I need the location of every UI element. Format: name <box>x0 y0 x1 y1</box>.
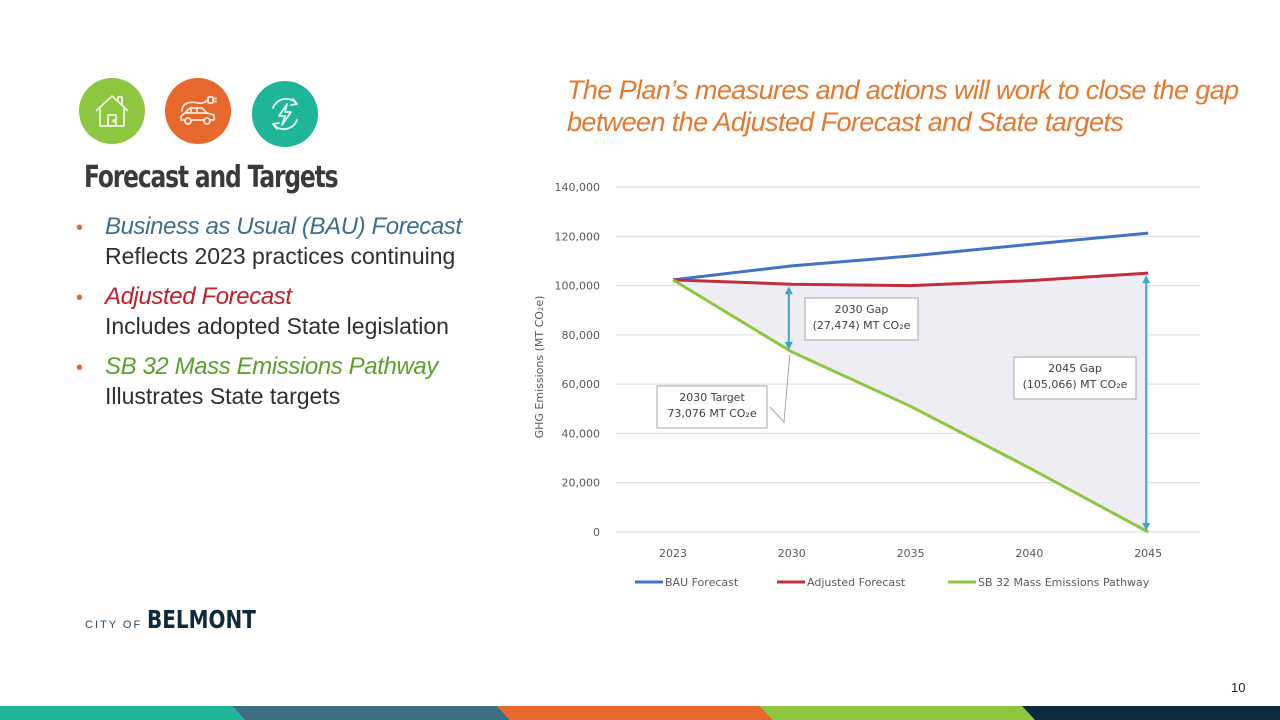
x-tick-label: 2030 <box>778 547 806 560</box>
y-tick-label: 20,000 <box>562 477 601 490</box>
series-line-0 <box>672 231 1149 282</box>
annotation-box <box>804 297 919 341</box>
bullet-dot: • <box>76 357 84 379</box>
series-line-1 <box>672 271 1149 288</box>
bullet-sb32: • SB 32 Mass Emissions Pathway Illustrat… <box>76 352 526 410</box>
y-tick-label: 140,000 <box>555 181 601 194</box>
footer-segment <box>0 706 245 720</box>
series-lines <box>672 231 1149 534</box>
bullet-dot: • <box>76 287 84 309</box>
x-tick-label: 2023 <box>659 547 687 560</box>
x-tick-label: 2035 <box>897 547 925 560</box>
gap-arrow-2045 <box>1142 275 1151 531</box>
legend-item: BAU Forecast <box>635 576 739 589</box>
annotation-gap-2030: 2030 Gap (27,474) MT CO₂e <box>804 297 919 341</box>
bullet-heading: Business as Usual (BAU) Forecast <box>105 213 462 240</box>
annotation-leader <box>769 354 791 424</box>
bullet-description: Illustrates State targets <box>105 383 341 409</box>
annotation-box <box>1013 356 1137 400</box>
annotation-line-2: (27,474) MT CO₂e <box>813 319 911 332</box>
gap-arrow-2030 <box>784 286 793 350</box>
annotation-line-2: 73,076 MT CO₂e <box>667 407 756 420</box>
annotation-line-2: (105,066) MT CO₂e <box>1023 378 1128 391</box>
annotation-gap-2045: 2045 Gap (105,066) MT CO₂e <box>1013 356 1137 400</box>
arrow-head <box>784 341 793 350</box>
bullet-description: Reflects 2023 practices continuing <box>105 243 456 269</box>
y-tick-label: 40,000 <box>562 427 601 440</box>
bullet-heading: Adjusted Forecast <box>105 283 292 310</box>
legend-item: Adjusted Forecast <box>777 576 906 589</box>
arrow-head <box>784 286 793 295</box>
city-logo: CITY OF BELMONT <box>85 605 283 634</box>
annotation-target-2030: 2030 Target 73,076 MT CO₂e <box>656 385 768 429</box>
annotation-box <box>656 385 768 429</box>
y-tick-label: 0 <box>593 526 600 539</box>
footer-segment <box>497 706 773 720</box>
bullet-adjusted: • Adjusted Forecast Includes adopted Sta… <box>76 282 526 340</box>
footer-segment <box>232 706 510 720</box>
bullet-list: • Business as Usual (BAU) Forecast Refle… <box>76 212 526 422</box>
electric-car-icon <box>165 78 231 144</box>
y-axis-label: GHG Emissions (MT CO₂e) <box>533 296 546 439</box>
x-tick-labels: 2023 2030 2035 2040 2045 <box>659 547 1162 560</box>
bullet-description: Includes adopted State legislation <box>105 313 449 339</box>
page-number: 10 <box>1231 680 1246 695</box>
logo-name: BELMONT <box>147 605 257 634</box>
legend-label: SB 32 Mass Emissions Pathway <box>978 576 1150 589</box>
y-tick-label: 100,000 <box>555 280 601 293</box>
y-tick-label: 120,000 <box>555 230 601 243</box>
annotation-line-1: 2045 Gap <box>1048 362 1102 375</box>
arrow-head <box>1142 523 1151 531</box>
bullet-dot: • <box>76 217 84 239</box>
legend-label: BAU Forecast <box>665 576 739 589</box>
y-tick-label: 60,000 <box>562 378 601 391</box>
annotations: 2030 Gap (27,474) MT CO₂e 2030 Target 73,07… <box>656 297 1137 429</box>
bullet-bau: • Business as Usual (BAU) Forecast Refle… <box>76 212 526 270</box>
callout-text: The Plan’s measures and actions will wor… <box>567 75 1239 137</box>
footer-color-bar <box>0 706 1280 720</box>
home-icon <box>79 78 145 144</box>
legend-label: Adjusted Forecast <box>807 576 906 589</box>
x-tick-label: 2045 <box>1134 547 1162 560</box>
logo-prefix: CITY OF <box>85 619 143 631</box>
legend-item: SB 32 Mass Emissions Pathway <box>948 576 1150 589</box>
gap-arrows <box>784 275 1151 531</box>
renewable-energy-icon <box>252 81 318 147</box>
legend: BAU Forecast Adjusted Forecast SB 32 Mass … <box>635 576 1150 589</box>
footer-segment <box>1022 706 1280 720</box>
x-tick-label: 2040 <box>1015 547 1043 560</box>
y-tick-label: 80,000 <box>562 329 601 342</box>
bullet-heading: SB 32 Mass Emissions Pathway <box>105 353 438 380</box>
footer-segment <box>760 706 1035 720</box>
annotation-line-1: 2030 Target <box>679 391 745 404</box>
emissions-chart: 0 20,000 40,000 60,000 80,000 100,000 120,000 1… <box>533 181 1200 589</box>
y-tick-labels: 0 20,000 40,000 60,000 80,000 100,000 120,000 1… <box>555 181 601 539</box>
series-line-2 <box>672 278 1149 534</box>
section-title: Forecast and Targets <box>84 160 339 195</box>
annotation-line-1: 2030 Gap <box>835 303 889 316</box>
arrow-head <box>1142 275 1151 284</box>
